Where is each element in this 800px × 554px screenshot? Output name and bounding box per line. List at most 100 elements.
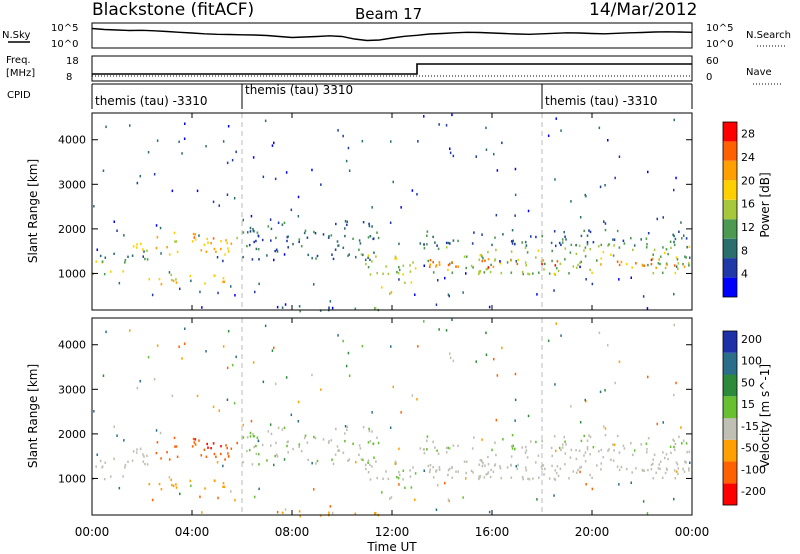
velocity-cell bbox=[252, 433, 254, 436]
velocity-cell bbox=[451, 466, 453, 469]
power-cell bbox=[479, 254, 482, 257]
power-cell bbox=[661, 271, 664, 274]
power-cell bbox=[227, 247, 229, 250]
velocity-cell bbox=[344, 425, 347, 428]
velocity-cell bbox=[682, 439, 685, 442]
velocity-cell bbox=[320, 388, 322, 391]
velocity-cell bbox=[630, 481, 632, 484]
power-cell bbox=[642, 264, 644, 267]
velocity-cell bbox=[183, 342, 186, 345]
power-cell bbox=[481, 259, 484, 263]
power-cell bbox=[194, 238, 197, 241]
colorbar-segment bbox=[723, 396, 737, 419]
power-cell bbox=[267, 225, 270, 228]
power-cell bbox=[281, 223, 284, 226]
power-cell bbox=[175, 240, 178, 243]
power-cell bbox=[96, 248, 98, 251]
velocity-cell bbox=[511, 434, 514, 437]
power-cell bbox=[189, 274, 192, 278]
power-cell bbox=[212, 237, 215, 240]
velocity-cell bbox=[170, 478, 172, 482]
velocity-cell bbox=[525, 449, 528, 452]
velocity-cell bbox=[398, 471, 400, 474]
power-cell bbox=[281, 306, 284, 309]
velocity-cell bbox=[551, 464, 553, 468]
velocity-cell bbox=[168, 458, 171, 461]
velocity-cell bbox=[598, 331, 601, 335]
velocity-cell bbox=[329, 505, 332, 508]
power-cell bbox=[170, 273, 172, 277]
cpid-segment-2: themis (tau) 3310 bbox=[245, 83, 353, 97]
power-cell bbox=[168, 271, 171, 274]
power-cell bbox=[300, 245, 303, 248]
power-colorbar: 28 24 20 16 12 8 4 bbox=[722, 121, 755, 298]
velocity-cell bbox=[428, 470, 431, 474]
velocity-cell bbox=[153, 378, 156, 381]
velocity-cell bbox=[292, 447, 294, 451]
power-cell bbox=[423, 264, 425, 267]
velocity-cell bbox=[334, 453, 337, 456]
power-cell bbox=[511, 229, 514, 232]
power-cell bbox=[183, 137, 186, 140]
power-cell bbox=[204, 282, 206, 285]
velocity-colorbar-tick: 200 bbox=[741, 333, 762, 346]
velocity-cell bbox=[449, 352, 451, 355]
power-cell bbox=[586, 241, 589, 244]
velocity-cell bbox=[664, 471, 667, 475]
velocity-cell bbox=[227, 330, 230, 333]
power-cell bbox=[578, 244, 581, 247]
velocity-cell bbox=[199, 495, 201, 499]
velocity-cell bbox=[275, 453, 278, 456]
power-cell bbox=[465, 266, 467, 270]
power-cell bbox=[369, 258, 371, 262]
velocity-cell bbox=[451, 476, 454, 479]
power-cell bbox=[275, 236, 277, 240]
power-cell bbox=[527, 272, 529, 275]
velocity-cell bbox=[673, 393, 675, 397]
velocity-cell bbox=[267, 430, 270, 433]
power-cell bbox=[373, 251, 375, 254]
velocity-cell bbox=[143, 455, 145, 458]
power-cell bbox=[604, 222, 607, 225]
power-cell bbox=[688, 262, 690, 265]
velocity-cell bbox=[227, 455, 230, 458]
power-cell bbox=[316, 254, 319, 258]
velocity-cell bbox=[264, 324, 267, 328]
power-cell bbox=[371, 206, 373, 209]
power-cell bbox=[113, 220, 115, 223]
power-cell bbox=[659, 255, 662, 258]
power-cell bbox=[327, 236, 330, 239]
power-cell bbox=[538, 271, 540, 274]
power-y-axis-label: Slant Range [km] bbox=[26, 159, 40, 263]
power-cell bbox=[475, 155, 477, 158]
power-cell bbox=[483, 271, 486, 274]
velocity-cell bbox=[225, 444, 227, 447]
power-cell bbox=[555, 244, 557, 248]
power-cell bbox=[252, 156, 255, 159]
power-cell bbox=[511, 242, 514, 245]
power-cell bbox=[494, 236, 496, 239]
power-cell bbox=[307, 253, 309, 257]
power-cell bbox=[492, 265, 495, 268]
power-cell bbox=[166, 246, 168, 249]
velocity-cell bbox=[344, 432, 346, 435]
power-cell bbox=[227, 125, 230, 128]
velocity-cell bbox=[203, 448, 206, 451]
power-cell bbox=[630, 276, 632, 279]
velocity-cell bbox=[652, 477, 655, 480]
velocity-cell bbox=[313, 435, 315, 439]
power-cell bbox=[500, 271, 503, 275]
velocity-cell bbox=[273, 346, 275, 350]
velocity-cell bbox=[675, 381, 677, 385]
power-cell bbox=[622, 239, 625, 242]
velocity-cell bbox=[144, 462, 146, 466]
power-cell bbox=[139, 242, 142, 245]
velocity-cell bbox=[570, 405, 572, 408]
power-cell bbox=[612, 238, 614, 241]
power-cell bbox=[381, 286, 383, 289]
velocity-cell bbox=[510, 476, 513, 479]
power-cell bbox=[684, 255, 686, 258]
power-cell bbox=[168, 253, 171, 256]
power-cell bbox=[226, 241, 228, 245]
velocity-cell bbox=[479, 459, 482, 462]
